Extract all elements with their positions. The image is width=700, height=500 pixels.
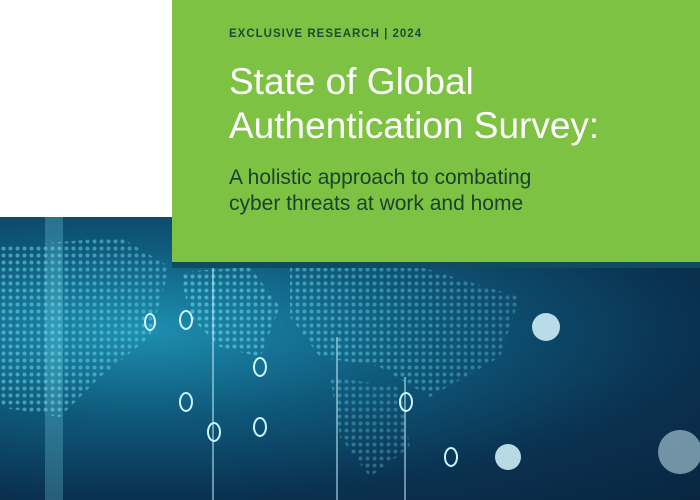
subtitle: A holistic approach to combating cyber t… xyxy=(229,165,531,217)
page-title: State of Global Authentication Survey: xyxy=(229,60,599,148)
subtitle-line-1: A holistic approach to combating xyxy=(229,166,532,189)
title-line-1: State of Global xyxy=(229,61,474,102)
divider-band xyxy=(172,262,700,268)
title-line-2: Authentication Survey: xyxy=(229,105,600,146)
title-panel: EXCLUSIVE RESEARCH | 2024 State of Globa… xyxy=(172,0,700,262)
kicker-label: EXCLUSIVE RESEARCH | 2024 xyxy=(229,28,423,40)
world-map-dots-icon xyxy=(0,217,700,500)
subtitle-line-2: cyber threats at work and home xyxy=(229,192,524,215)
